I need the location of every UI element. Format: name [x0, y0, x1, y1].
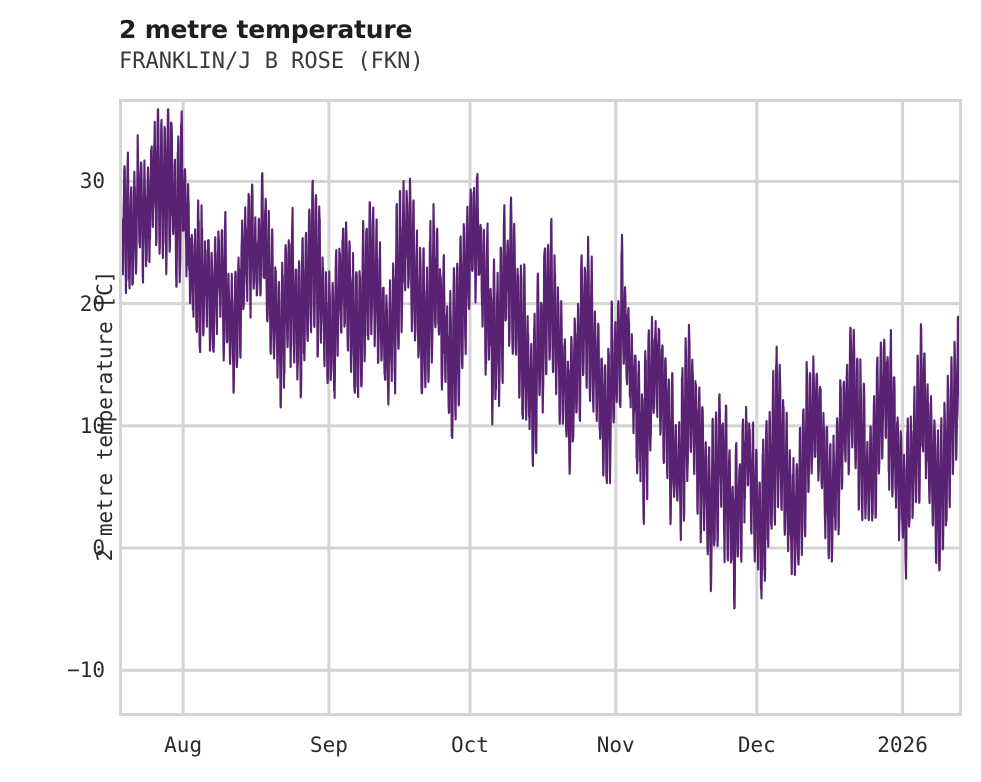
gridlines [122, 102, 959, 713]
x-tick-label: Sep [309, 733, 348, 757]
x-tick-label: Oct [450, 733, 489, 757]
plot-area [119, 99, 962, 716]
data-series [122, 108, 959, 610]
x-tick-label: Aug [164, 733, 203, 757]
y-tick-label: 30 [79, 169, 105, 194]
title-block: 2 metre temperature FRANKLIN/J B ROSE (F… [119, 14, 959, 76]
x-tick-label: Nov [596, 733, 635, 757]
x-tick-label: Dec [737, 733, 776, 757]
plot-svg [122, 102, 959, 713]
temperature-line [122, 108, 959, 610]
y-tick-label: 0 [92, 536, 105, 561]
x-tick-label: 2026 [877, 733, 928, 757]
y-tick-label: 20 [79, 291, 105, 316]
y-tick-label: −10 [67, 658, 105, 683]
page-title: 2 metre temperature [119, 15, 413, 44]
y-tick-label: 10 [79, 413, 105, 438]
chart-subtitle: FRANKLIN/J B ROSE (FKN) [119, 49, 424, 75]
